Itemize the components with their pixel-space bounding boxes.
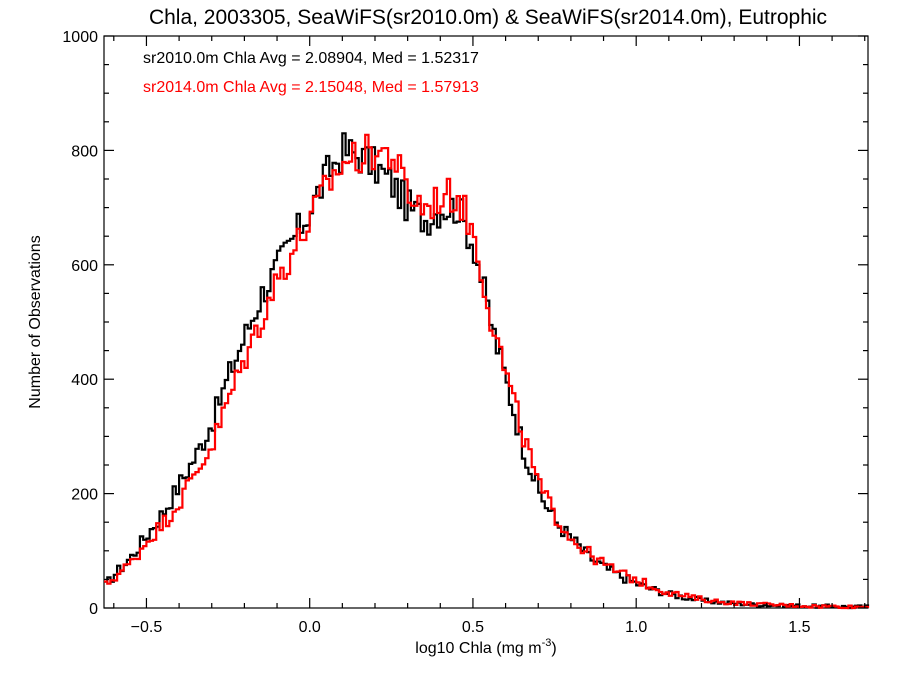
y-axis: 0 200 400 600 800 1000 — [62, 29, 868, 618]
x-axis-label: log10 Chla (mg m-3) — [415, 637, 556, 657]
chart-title: Chla, 2003305, SeaWiFS(sr2010.0m) & SeaW… — [149, 6, 827, 29]
x-axis-label-superscript: -3 — [542, 637, 552, 649]
plot-area: −0.5 0.0 0.5 1.0 1.5 0 200 400 600 800 1000 — [62, 29, 870, 636]
x-axis-label-suffix: ) — [551, 640, 556, 657]
annotation-sr2014: sr2014.0m Chla Avg = 2.15048, Med = 1.57… — [143, 79, 479, 96]
series-layer — [104, 132, 870, 610]
y-axis-label: Number of Observations — [27, 235, 44, 408]
y-tick-label: 800 — [71, 143, 98, 160]
y-tick-label: 1000 — [62, 29, 98, 46]
series-line-1 — [104, 133, 870, 610]
y-tick-label: 600 — [71, 258, 98, 275]
x-tick-label: −0.5 — [131, 619, 163, 636]
x-axis-label-main: log10 Chla (mg m — [415, 640, 541, 657]
y-tick-label: 400 — [71, 372, 98, 389]
x-tick-label: 0.0 — [299, 619, 321, 636]
x-tick-label: 1.5 — [788, 619, 810, 636]
x-axis: −0.5 0.0 0.5 1.0 1.5 — [113, 36, 866, 636]
x-tick-label: 0.5 — [462, 619, 484, 636]
y-tick-label: 0 — [89, 601, 98, 618]
plot-frame — [103, 35, 869, 609]
annotation-sr2010: sr2010.0m Chla Avg = 2.08904, Med = 1.52… — [143, 50, 479, 67]
series-line-0 — [104, 132, 870, 610]
x-tick-label: 1.0 — [625, 619, 647, 636]
y-tick-label: 200 — [71, 487, 98, 504]
